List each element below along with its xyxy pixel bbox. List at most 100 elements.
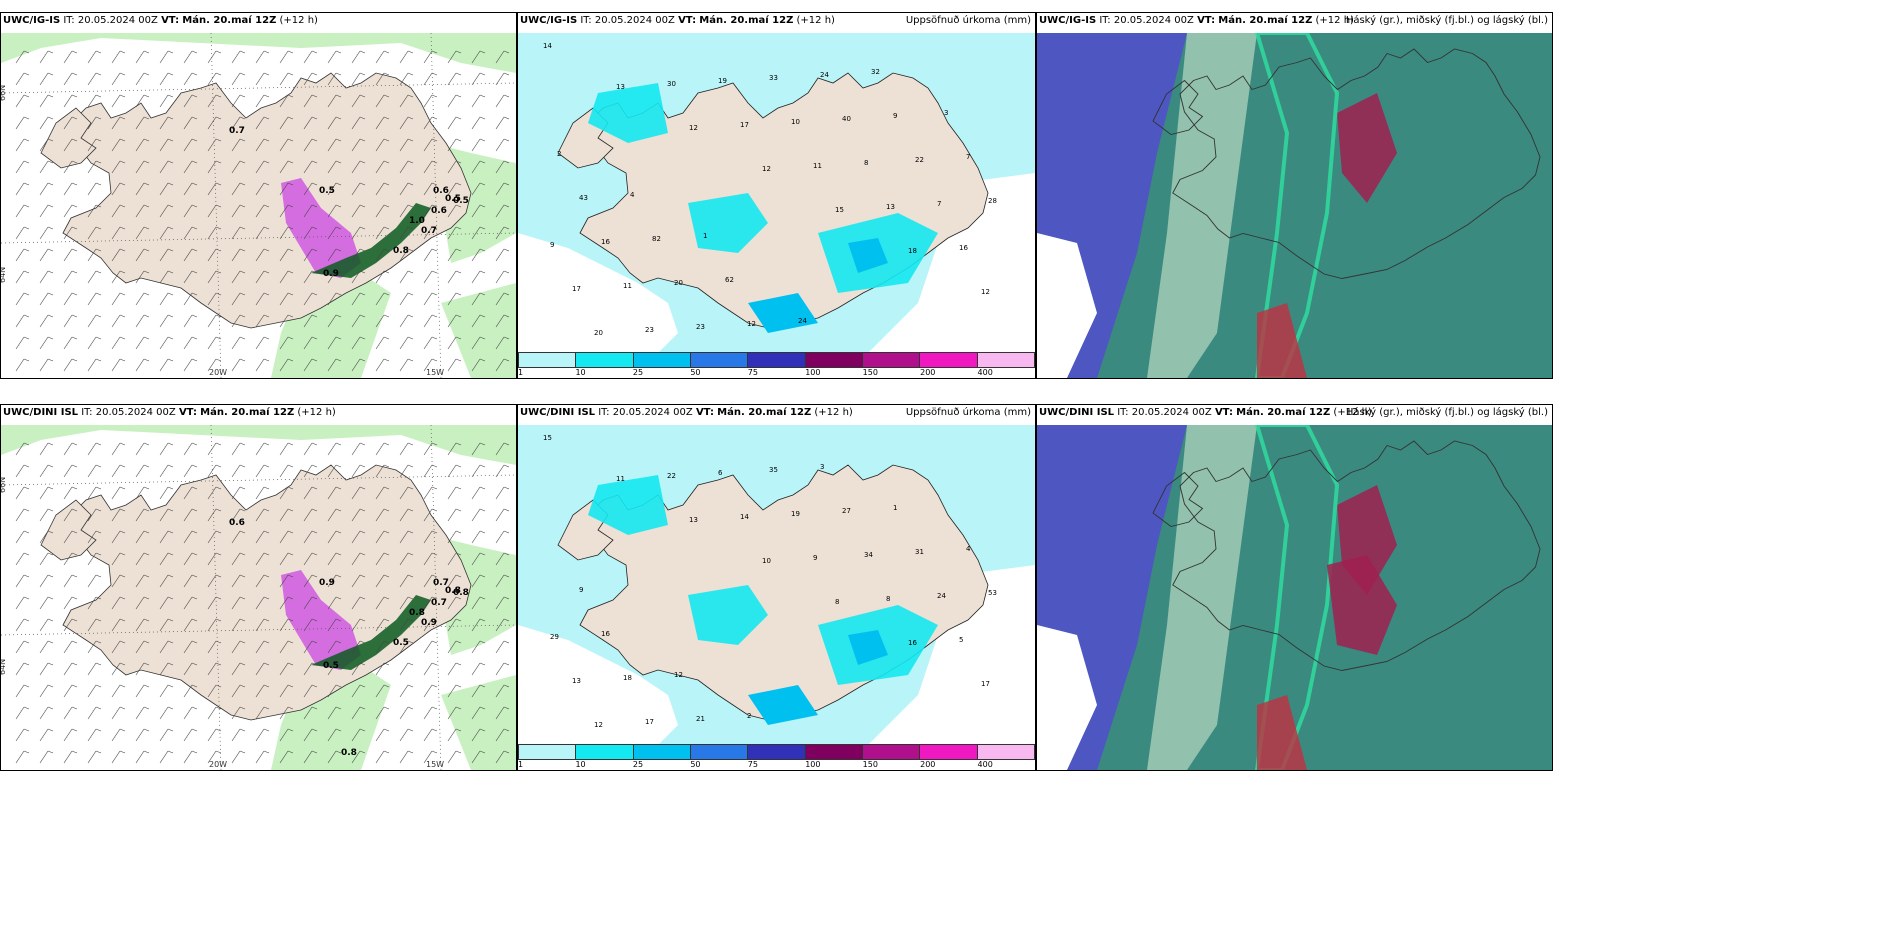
precip-value: 17 bbox=[645, 718, 654, 726]
wind-precip-label: 0.8 bbox=[445, 586, 461, 596]
precip-value: 28 bbox=[988, 197, 997, 205]
wind-precip-label: 0.5 bbox=[453, 196, 469, 206]
precip-value: 27 bbox=[842, 507, 851, 515]
colorbar-tick: 150 bbox=[862, 368, 878, 377]
precip-value: 9 bbox=[893, 112, 897, 120]
colorbar-tick: 200 bbox=[920, 368, 936, 377]
wind-precip-label: 0.8 bbox=[341, 748, 357, 758]
precip-value: 23 bbox=[645, 326, 654, 334]
wind-precip-label: 0.9 bbox=[323, 269, 339, 279]
precip-value: 16 bbox=[959, 244, 968, 252]
panel-clouds-dini: UWC/DINI ISL IT: 20.05.2024 00Z VT: Mán.… bbox=[1036, 404, 1553, 771]
panel-wind-dini: UWC/DINI ISL IT: 20.05.2024 00Z VT: Mán.… bbox=[0, 404, 517, 771]
wind-precip-label: 0.8 bbox=[453, 588, 469, 598]
precip-zone-west bbox=[688, 585, 768, 645]
precip-value: 15 bbox=[543, 434, 552, 442]
precip-value: 24 bbox=[798, 317, 807, 325]
panel-precip-dini: UWC/DINI ISL IT: 20.05.2024 00Z VT: Mán.… bbox=[517, 404, 1036, 771]
precip-value: 15 bbox=[835, 206, 844, 214]
precip-value: 14 bbox=[543, 42, 552, 50]
iceland-outline bbox=[1172, 440, 1541, 671]
precip-zone-south-core bbox=[848, 238, 888, 273]
colorbar-tick: 10 bbox=[575, 368, 586, 377]
precip-map: 1413121215181220301711131617231910879112… bbox=[518, 33, 1035, 353]
colorbar-tick: 1 bbox=[518, 368, 524, 377]
panel-title: UWC/IG-IS IT: 20.05.2024 00Z VT: Mán. 20… bbox=[1039, 15, 1354, 26]
colorbar-swatch bbox=[977, 745, 1034, 759]
dark-precip-band bbox=[311, 203, 431, 278]
dark-precip-band bbox=[311, 595, 431, 670]
wind-precip-label: 0.9 bbox=[421, 618, 437, 628]
colorbar-tick: 400 bbox=[977, 368, 993, 377]
wind-barbs bbox=[15, 50, 510, 372]
precip-value: 6 bbox=[718, 469, 723, 477]
colorbar-swatch bbox=[920, 745, 978, 759]
wind-precip-label: 0.8 bbox=[409, 608, 425, 618]
precip-value: 22 bbox=[667, 472, 676, 480]
precip-zone-north bbox=[1, 425, 516, 465]
precip-value: 19 bbox=[791, 510, 800, 518]
colorbar-swatch bbox=[805, 353, 863, 367]
precip-value: 12 bbox=[747, 320, 756, 328]
wind-precip-label: 0.7 bbox=[421, 226, 437, 236]
panel-right-title: Uppsöfnuð úrkoma (mm) bbox=[905, 407, 1031, 418]
precip-value: 11 bbox=[616, 475, 625, 483]
colorbar-tick: 100 bbox=[805, 368, 821, 377]
precip-value: 18 bbox=[623, 674, 632, 682]
precip-zone-north bbox=[1, 33, 516, 73]
high-cloud-band bbox=[1147, 425, 1257, 770]
precip-value: 11 bbox=[813, 162, 822, 170]
wind-precip-label: 0.5 bbox=[393, 638, 409, 648]
wind-precip-label: 0.6 bbox=[433, 186, 449, 196]
no-precip-zone-se bbox=[868, 173, 1035, 353]
precip-value: 20 bbox=[674, 279, 683, 287]
lat-lon-grid bbox=[1, 33, 516, 378]
colorbar-tick: 400 bbox=[977, 760, 993, 769]
cloud-map bbox=[1037, 425, 1552, 770]
lon-label-15w: 15W bbox=[426, 760, 444, 769]
panel-wind-igis: UWC/IG-IS IT: 20.05.2024 00Z VT: Mán. 20… bbox=[0, 12, 517, 379]
precip-value: 2 bbox=[557, 150, 561, 158]
colorbar-swatch bbox=[748, 745, 806, 759]
wind-precip-label: 1.0 bbox=[409, 216, 425, 226]
precip-values: 1413121215181220301711131617231910879112… bbox=[543, 42, 997, 337]
colorbar-ticks: 1 10 25 50 75 100 150 200 400 bbox=[518, 368, 1035, 378]
precip-value: 8 bbox=[886, 595, 890, 603]
wind-barbs bbox=[15, 442, 510, 764]
panel-title: UWC/DINI ISL IT: 20.05.2024 00Z VT: Mán.… bbox=[1039, 407, 1372, 418]
colorbar-swatch bbox=[690, 745, 749, 759]
colorbar-tick: 75 bbox=[747, 760, 758, 769]
precip-value: 43 bbox=[579, 194, 588, 202]
colorbar bbox=[518, 744, 1035, 760]
colorbar-tick: 200 bbox=[920, 760, 936, 769]
wind-precip-label: 0.7 bbox=[433, 578, 449, 588]
cloud-map bbox=[1037, 33, 1552, 378]
lon-label-15w: 15W bbox=[426, 368, 444, 377]
panel-title: UWC/DINI ISL IT: 20.05.2024 00Z VT: Mán.… bbox=[520, 407, 853, 418]
colorbar-swatch bbox=[920, 353, 978, 367]
panel-title: UWC/DINI ISL IT: 20.05.2024 00Z VT: Mán.… bbox=[3, 407, 336, 418]
colorbar-swatch bbox=[977, 353, 1034, 367]
precip-value: 3 bbox=[820, 463, 824, 471]
mixed-cloud-core-2 bbox=[1327, 555, 1397, 655]
precip-zone-south-core bbox=[848, 630, 888, 665]
panel-right-title: Uppsöfnuð úrkoma (mm) bbox=[905, 15, 1031, 26]
precip-value: 13 bbox=[689, 516, 698, 524]
precip-value: 24 bbox=[937, 592, 946, 600]
precip-zone-west bbox=[688, 193, 768, 253]
precip-value: 34 bbox=[864, 551, 873, 559]
precip-value: 40 bbox=[842, 115, 851, 123]
westfjords-landmass bbox=[40, 499, 97, 561]
clear-sky-west bbox=[1037, 233, 1097, 378]
colorbar bbox=[518, 352, 1035, 368]
precip-value: 31 bbox=[915, 548, 924, 556]
precip-value: 30 bbox=[667, 80, 676, 88]
westfjords-outline bbox=[1152, 471, 1204, 527]
lon-label-20w: 20W bbox=[209, 368, 227, 377]
colorbar-tick: 50 bbox=[690, 760, 701, 769]
precip-zone-southeast bbox=[441, 675, 516, 770]
precip-value: 4 bbox=[966, 545, 971, 553]
panel-precip-igis: UWC/IG-IS IT: 20.05.2024 00Z VT: Mán. 20… bbox=[517, 12, 1036, 379]
panel-right-title: Háský (gr.), miðský (fj.bl.) og lágský (… bbox=[1345, 407, 1548, 418]
